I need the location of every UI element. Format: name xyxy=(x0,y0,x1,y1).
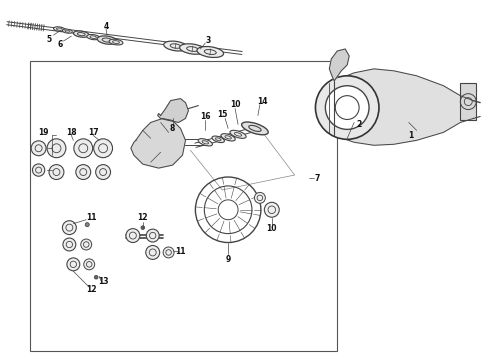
Circle shape xyxy=(85,223,89,227)
Text: 18: 18 xyxy=(66,128,76,137)
Ellipse shape xyxy=(53,27,65,32)
Polygon shape xyxy=(158,99,189,122)
Circle shape xyxy=(147,229,159,242)
Polygon shape xyxy=(334,69,473,145)
Text: 5: 5 xyxy=(47,35,52,44)
Text: 8: 8 xyxy=(170,124,175,133)
Circle shape xyxy=(84,259,95,270)
Circle shape xyxy=(146,246,160,260)
Text: 9: 9 xyxy=(225,255,231,264)
Circle shape xyxy=(126,229,140,243)
Circle shape xyxy=(95,275,98,279)
Ellipse shape xyxy=(242,122,268,135)
Circle shape xyxy=(81,239,92,250)
Circle shape xyxy=(63,238,76,251)
Bar xyxy=(30,61,337,351)
Circle shape xyxy=(254,192,266,203)
Text: 1: 1 xyxy=(408,131,414,140)
Ellipse shape xyxy=(62,29,73,33)
Bar xyxy=(460,83,476,121)
Ellipse shape xyxy=(212,136,224,143)
Circle shape xyxy=(141,226,145,229)
Ellipse shape xyxy=(97,36,117,44)
Ellipse shape xyxy=(74,31,89,37)
Text: 10: 10 xyxy=(267,224,277,233)
Text: 13: 13 xyxy=(98,277,108,286)
Circle shape xyxy=(32,164,45,176)
Text: 16: 16 xyxy=(200,112,211,121)
Circle shape xyxy=(264,202,279,217)
Circle shape xyxy=(31,141,46,156)
Ellipse shape xyxy=(230,130,246,138)
Circle shape xyxy=(76,165,91,180)
Text: 6: 6 xyxy=(58,40,63,49)
Text: 17: 17 xyxy=(88,128,98,137)
Circle shape xyxy=(47,139,66,158)
Ellipse shape xyxy=(164,41,187,51)
Ellipse shape xyxy=(109,39,123,45)
Text: 12: 12 xyxy=(86,285,97,294)
Ellipse shape xyxy=(180,44,205,54)
Ellipse shape xyxy=(221,134,235,141)
Text: 3: 3 xyxy=(206,36,211,45)
Circle shape xyxy=(325,86,369,129)
Polygon shape xyxy=(329,49,349,81)
Text: 2: 2 xyxy=(357,120,362,129)
Text: 10: 10 xyxy=(230,100,240,109)
Circle shape xyxy=(163,247,174,258)
Circle shape xyxy=(96,165,111,180)
Text: 12: 12 xyxy=(138,213,148,222)
Circle shape xyxy=(49,165,64,180)
Text: 15: 15 xyxy=(217,110,227,119)
Circle shape xyxy=(316,76,379,139)
Ellipse shape xyxy=(87,35,99,40)
Text: 11: 11 xyxy=(86,213,97,222)
Ellipse shape xyxy=(197,46,223,58)
Ellipse shape xyxy=(198,139,213,146)
Circle shape xyxy=(94,139,113,158)
Circle shape xyxy=(62,221,76,235)
Text: 4: 4 xyxy=(103,22,109,31)
Text: 19: 19 xyxy=(38,128,49,137)
Text: 11: 11 xyxy=(175,247,186,256)
Polygon shape xyxy=(131,118,185,168)
Text: 14: 14 xyxy=(258,97,268,106)
Circle shape xyxy=(67,258,80,271)
Text: 7: 7 xyxy=(315,174,320,183)
Circle shape xyxy=(74,139,93,158)
